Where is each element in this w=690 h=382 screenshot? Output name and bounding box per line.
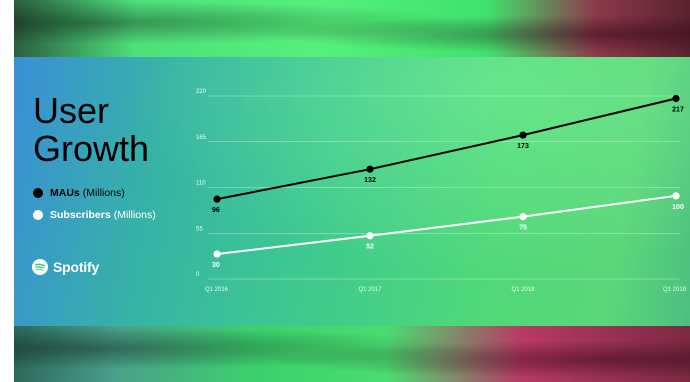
y-tick-label-220: 220 [196,89,207,95]
series-1-label-1: 52 [366,244,374,251]
spotify-wordmark: Spotify [53,259,100,275]
series-0-point-0 [213,195,221,203]
legend-label-maus: MAUs [50,187,80,199]
series-0-label-1: 132 [364,177,376,184]
series-0-point-1 [366,165,374,173]
spotify-logo: Spotify [32,259,99,275]
series-0-point-2 [519,131,527,139]
series-1-point-2 [519,213,527,221]
legend-dot-subscribers [33,210,43,220]
series-1-label-2: 75 [519,225,527,232]
series-0-label-3: 217 [672,106,684,113]
top-photo-strip [14,0,690,57]
legend: MAUs (Millions) Subscribers (Millions) [33,182,156,226]
series-1-point-3 [672,192,680,200]
y-tick-label-110: 110 [196,181,206,187]
x-tick-label-2: Q1 2018 [511,287,535,293]
series-1-label-0: 30 [212,262,220,269]
slide-title: User Growth [33,90,150,169]
legend-item-maus: MAUs (Millions) [33,182,156,204]
chart-panel [14,57,690,326]
y-tick-label-165: 165 [196,135,207,141]
legend-label-subscribers: Subscribers [50,209,111,221]
series-0-point-3 [672,94,680,103]
spotify-icon [32,259,48,275]
y-tick-label-55: 55 [196,226,203,232]
legend-unit-subscribers: (Millions) [113,209,156,221]
y-tick-label-0: 0 [196,272,200,278]
series-1-label-3: 100 [672,204,684,211]
series-line-1 [216,194,677,256]
x-tick-label-1: Q1 2017 [358,287,382,293]
series-0-label-2: 173 [517,143,529,150]
legend-unit-maus: (Millions) [82,187,125,199]
x-tick-label-0: Q1 2016 [205,287,229,293]
series-0-label-0: 96 [212,207,220,214]
legend-item-subscribers: Subscribers (Millions) [33,204,156,226]
series-line-0 [216,97,677,201]
x-tick-label-3: Q1 2019 [663,287,687,293]
legend-dot-maus [33,188,43,198]
bottom-photo-strip [14,326,690,382]
series-1-point-0 [213,250,221,258]
series-1-point-1 [366,232,374,240]
